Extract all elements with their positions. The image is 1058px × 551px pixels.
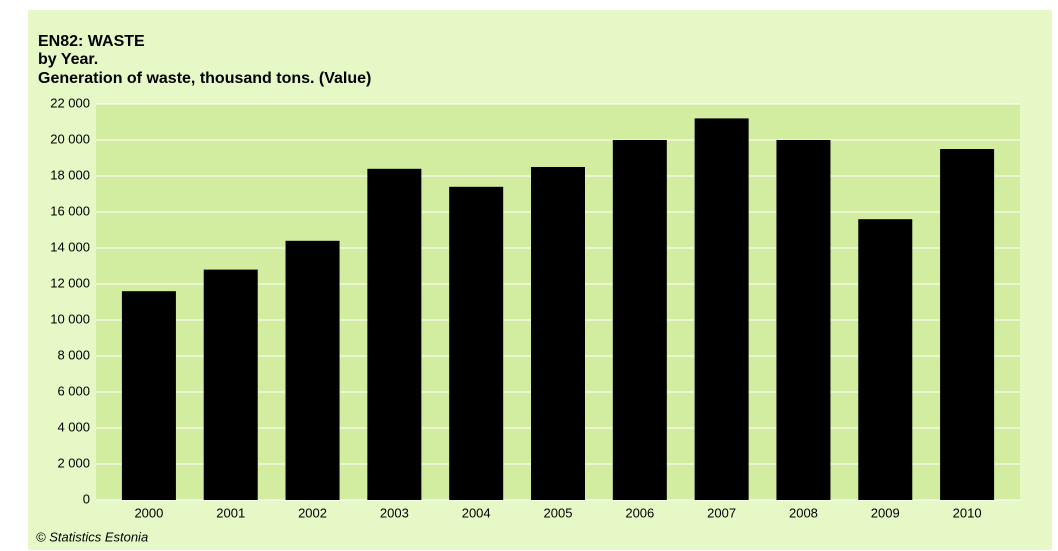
bar: [858, 219, 913, 500]
y-tick-label: 10 000: [50, 311, 90, 326]
y-tick-label: 6 000: [57, 383, 90, 398]
bar: [121, 291, 176, 500]
chart-subtitle: by Year.: [38, 51, 98, 68]
y-tick-label: 2 000: [57, 455, 90, 470]
bar: [940, 149, 995, 500]
y-tick-label: 0: [83, 491, 90, 506]
x-tick-label: 2009: [871, 505, 900, 520]
x-tick-label: 2002: [298, 505, 327, 520]
bar: [531, 167, 585, 500]
bar: [694, 118, 749, 501]
y-tick-label: 18 000: [50, 167, 90, 182]
bar: [285, 240, 340, 501]
x-tick-label: 2010: [953, 505, 982, 520]
chart-title: EN82: WASTE: [38, 33, 145, 50]
bar: [449, 186, 504, 501]
y-tick-label: 16 000: [50, 203, 90, 218]
y-tick-label: 8 000: [57, 347, 90, 362]
x-tick-label: 2007: [707, 505, 736, 520]
x-tick-label: 2006: [625, 505, 654, 520]
y-tick-label: 12 000: [50, 275, 90, 290]
x-tick-label: 2004: [462, 505, 491, 520]
y-axis-label: Generation of waste, thousand tons. (Val…: [38, 70, 371, 87]
x-tick-label: 2001: [216, 505, 245, 520]
x-tick-label: 2000: [134, 505, 163, 520]
y-tick-label: 4 000: [57, 419, 90, 434]
bar: [203, 269, 258, 500]
bar: [776, 140, 831, 500]
bar: [367, 168, 422, 501]
x-tick-label: 2003: [380, 505, 409, 520]
x-tick-label: 2008: [789, 505, 818, 520]
y-tick-label: 14 000: [50, 239, 90, 254]
x-tick-label: 2005: [544, 505, 573, 520]
y-tick-label: 22 000: [50, 95, 90, 110]
bar: [612, 140, 667, 500]
source: © Statistics Estonia: [36, 529, 148, 544]
y-tick-label: 20 000: [50, 131, 90, 146]
